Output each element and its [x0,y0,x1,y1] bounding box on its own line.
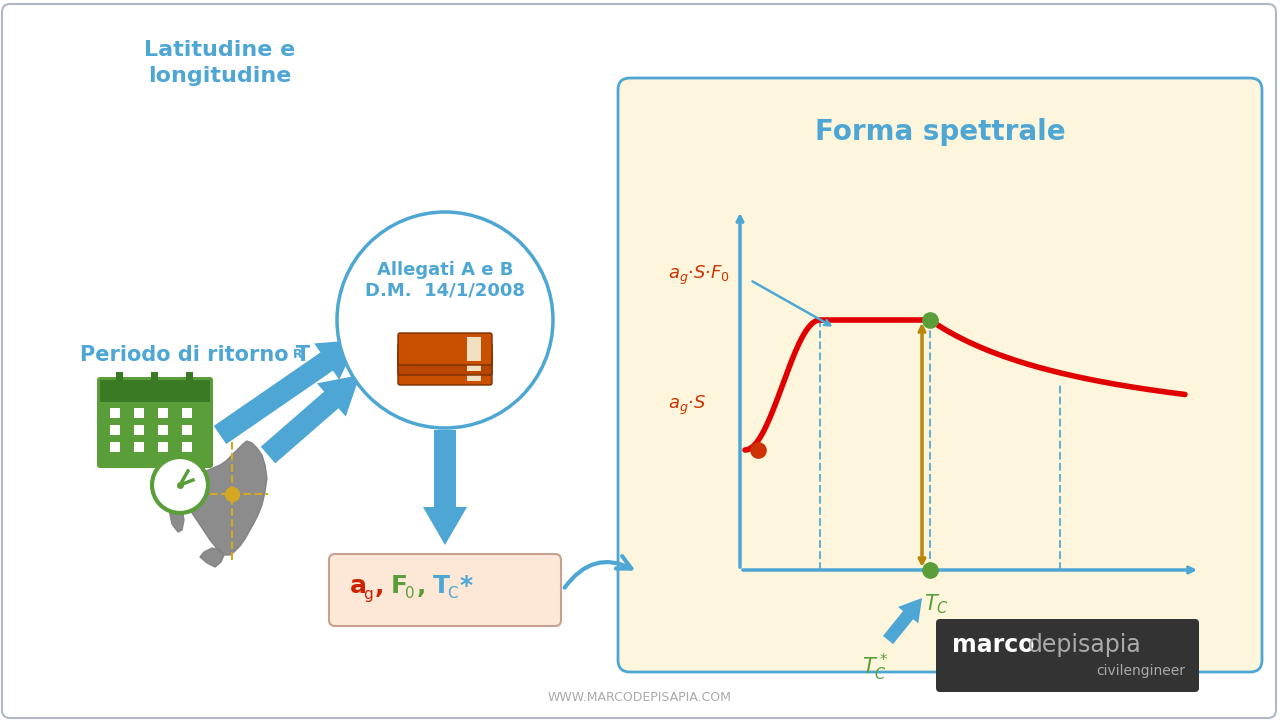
Bar [467,347,481,371]
Bar [110,425,120,435]
Bar [157,408,168,418]
Polygon shape [169,492,184,532]
Polygon shape [261,375,360,463]
FancyBboxPatch shape [936,619,1199,692]
Text: C: C [447,587,458,601]
Text: Periodo di ritorno T: Periodo di ritorno T [81,345,310,365]
Text: T: T [433,574,451,598]
Circle shape [337,212,553,428]
Text: $a_g{\cdot}S{\cdot}F_0$: $a_g{\cdot}S{\cdot}F_0$ [668,264,730,287]
Text: F: F [390,574,408,598]
FancyBboxPatch shape [97,377,212,468]
Text: Allegati A e B: Allegati A e B [376,261,513,279]
FancyBboxPatch shape [398,353,492,385]
Bar [182,442,192,452]
Bar [100,380,210,402]
Bar [157,442,168,452]
Bar [157,425,168,435]
Bar [116,372,123,386]
Text: R: R [293,348,302,361]
Text: $a_g{\cdot}S$: $a_g{\cdot}S$ [668,393,707,417]
FancyArrowPatch shape [564,556,631,588]
Bar [134,408,145,418]
Bar [110,408,120,418]
Polygon shape [883,598,922,644]
Text: civilengineer: civilengineer [1096,664,1185,678]
Text: a: a [349,574,367,598]
Polygon shape [200,548,224,567]
Polygon shape [214,340,358,444]
Bar [186,372,193,386]
Bar [110,442,120,452]
FancyBboxPatch shape [3,4,1276,718]
Text: $T_C^*$: $T_C^*$ [861,652,888,683]
Text: ,: , [375,574,384,598]
FancyBboxPatch shape [398,333,492,365]
Bar [151,372,157,386]
Text: depisapia: depisapia [1028,633,1142,657]
Polygon shape [189,441,268,555]
Text: Forma spettrale: Forma spettrale [814,118,1065,146]
Bar [134,425,145,435]
FancyBboxPatch shape [618,78,1262,672]
FancyBboxPatch shape [329,554,561,626]
Bar [467,337,481,361]
Polygon shape [422,430,467,545]
Bar [134,442,145,452]
Bar [182,425,192,435]
Text: $T_C$: $T_C$ [924,592,948,616]
Text: WWW.MARCODEPISAPIA.COM: WWW.MARCODEPISAPIA.COM [548,691,732,704]
Bar [182,408,192,418]
Text: ,: , [417,574,426,598]
Text: D.M.  14/1/2008: D.M. 14/1/2008 [365,281,525,299]
Text: marco: marco [952,633,1034,657]
Text: g: g [364,587,372,601]
Text: *: * [460,574,472,598]
Text: 0: 0 [404,587,415,601]
Bar [467,357,481,381]
FancyBboxPatch shape [398,343,492,375]
Text: Latitudine e
longitudine: Latitudine e longitudine [145,40,296,86]
Circle shape [152,457,209,513]
